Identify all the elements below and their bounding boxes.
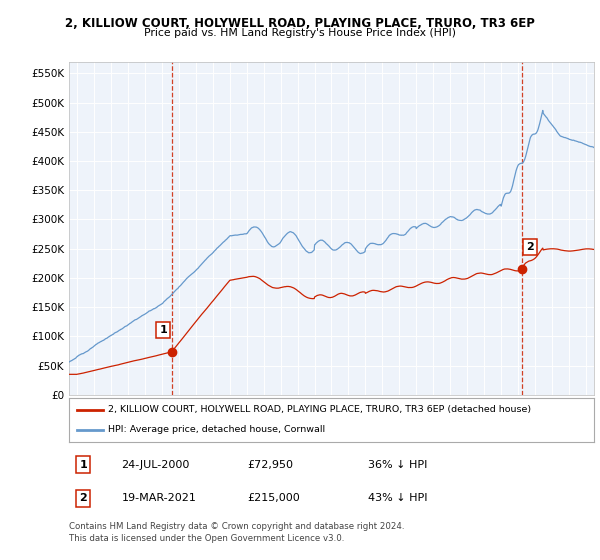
Text: £72,950: £72,950: [248, 460, 293, 470]
Text: 19-MAR-2021: 19-MAR-2021: [121, 493, 196, 503]
Text: 2: 2: [526, 242, 534, 252]
Text: 2, KILLIOW COURT, HOLYWELL ROAD, PLAYING PLACE, TRURO, TR3 6EP (detached house): 2, KILLIOW COURT, HOLYWELL ROAD, PLAYING…: [109, 405, 532, 414]
Text: 2: 2: [79, 493, 87, 503]
Text: £215,000: £215,000: [248, 493, 300, 503]
Text: 1: 1: [159, 325, 167, 335]
Text: Price paid vs. HM Land Registry's House Price Index (HPI): Price paid vs. HM Land Registry's House …: [144, 28, 456, 38]
Text: 2, KILLIOW COURT, HOLYWELL ROAD, PLAYING PLACE, TRURO, TR3 6EP: 2, KILLIOW COURT, HOLYWELL ROAD, PLAYING…: [65, 17, 535, 30]
Text: Contains HM Land Registry data © Crown copyright and database right 2024.
This d: Contains HM Land Registry data © Crown c…: [69, 522, 404, 543]
Text: 43% ↓ HPI: 43% ↓ HPI: [368, 493, 428, 503]
Text: HPI: Average price, detached house, Cornwall: HPI: Average price, detached house, Corn…: [109, 426, 325, 435]
Text: 36% ↓ HPI: 36% ↓ HPI: [368, 460, 428, 470]
Text: 24-JUL-2000: 24-JUL-2000: [121, 460, 190, 470]
Text: 1: 1: [79, 460, 87, 470]
